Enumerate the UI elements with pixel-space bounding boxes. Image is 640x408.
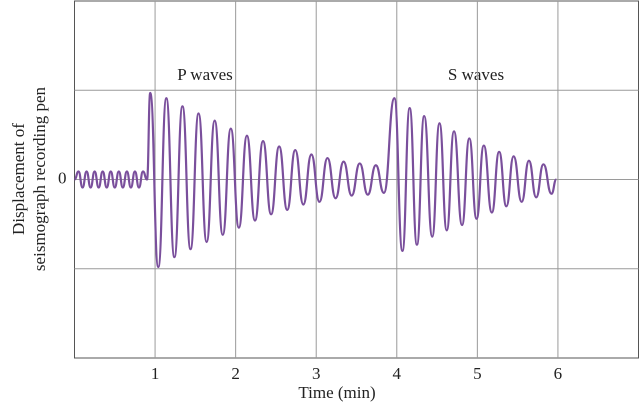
x-tick-label: 3 [312, 364, 321, 383]
y-axis-label-line: seismograph recording pen [30, 86, 49, 271]
x-tick-label: 5 [473, 364, 482, 383]
x-tick-label: 1 [151, 364, 160, 383]
y-tick-label: 0 [58, 168, 67, 187]
s-waves-label: S waves [448, 65, 504, 84]
x-tick-label: 6 [554, 364, 563, 383]
x-tick-label: 4 [393, 364, 402, 383]
seismograph-trace [73, 91, 558, 269]
y-axis-label: Displacement of seismograph recording pe… [9, 86, 49, 271]
p-waves-label: P waves [177, 65, 233, 84]
x-tick-label: 2 [231, 364, 240, 383]
x-axis-label: Time (min) [298, 383, 375, 402]
y-axis-label-line: Displacement of [9, 123, 28, 235]
